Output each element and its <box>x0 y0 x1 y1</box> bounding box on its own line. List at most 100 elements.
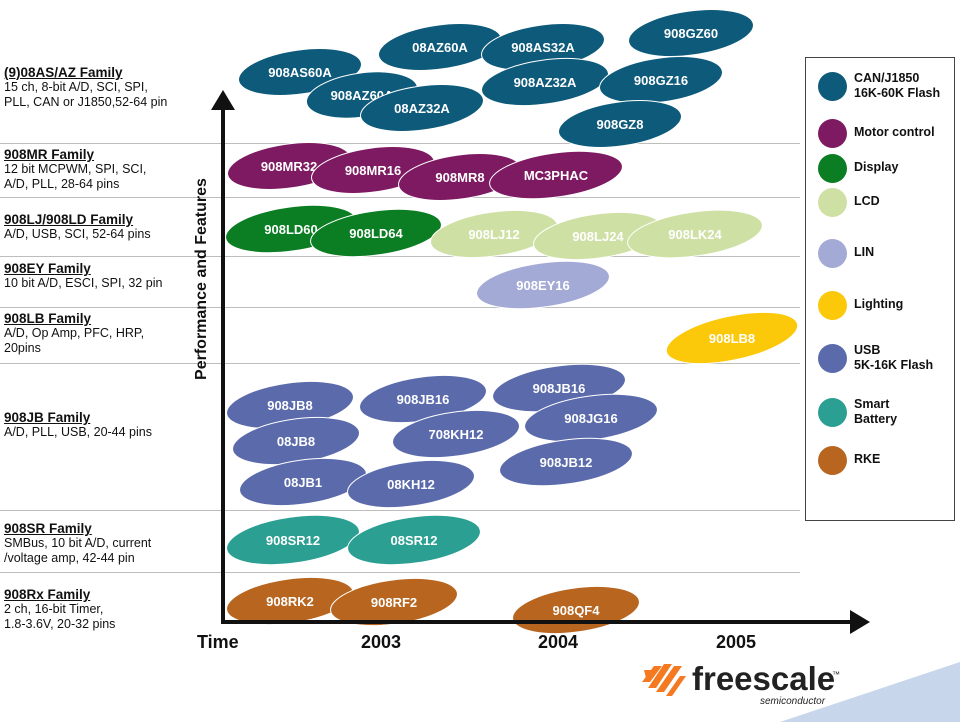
family-description-line: 12 bit MCPWM, SPI, SCI, <box>4 162 147 176</box>
legend-label: Motor control <box>854 125 935 140</box>
family-title: 908EY Family <box>4 261 91 276</box>
device-label: 908LJ12 <box>468 227 519 242</box>
legend-label: USB 5K-16K Flash <box>854 343 933 373</box>
device-908lb8: 908LB8 <box>665 311 799 365</box>
device-908sr12: 908SR12 <box>226 514 360 566</box>
family-description-line: A/D, PLL, 28-64 pins <box>4 177 120 191</box>
row-separator <box>0 197 800 198</box>
device-ellipse <box>489 150 623 200</box>
family-3: 908LJ/908LD Family A/D, USB, SCI, 52-64 p… <box>4 212 214 242</box>
device-mc3phac: MC3PHAC <box>489 150 623 200</box>
family-description-line: /voltage amp, 42-44 pin <box>4 551 135 565</box>
device-label: 908JB8 <box>267 398 313 413</box>
device-label: 08AZ60A <box>412 40 468 55</box>
year-2004: 2004 <box>538 632 579 652</box>
device-label: 908JB12 <box>540 455 593 470</box>
device-908rf2: 908RF2 <box>330 577 458 627</box>
device-08az32a: 08AZ32A <box>360 84 484 132</box>
legend-label: RKE <box>854 452 880 467</box>
family-1: (9)08AS/AZ Family 15 ch, 8-bit A/D, SCI, … <box>4 65 214 110</box>
legend-swatch <box>818 344 847 373</box>
legend-label: LIN <box>854 245 874 260</box>
row-separator <box>0 143 800 144</box>
legend-label-line: 16K-60K Flash <box>854 86 941 100</box>
family-7: 908SR Family SMBus, 10 bit A/D, current/v… <box>4 521 214 566</box>
family-description-line: SMBus, 10 bit A/D, current <box>4 536 152 550</box>
legend-item-battery: Smart Battery <box>806 392 956 432</box>
device-08jb1: 08JB1 <box>239 457 367 507</box>
family-title: 908JB Family <box>4 410 91 425</box>
device-label: MC3PHAC <box>524 168 589 183</box>
device-label: 08SR12 <box>391 533 438 548</box>
device-ellipse <box>628 9 754 57</box>
device-ellipse <box>665 311 799 365</box>
device-ellipse <box>499 437 633 487</box>
year-2003: 2003 <box>361 632 402 652</box>
family-title: 908MR Family <box>4 147 95 162</box>
legend-item-display: Display <box>806 148 956 188</box>
logo-subtitle: semiconductor <box>760 696 826 707</box>
device-ellipse <box>481 57 609 107</box>
device-label: 08KH12 <box>387 477 435 492</box>
device-ellipse <box>599 56 723 104</box>
device-08sr12: 08SR12 <box>347 514 481 566</box>
legend-swatch <box>818 398 847 427</box>
family-description-line: 20pins <box>4 341 41 355</box>
device-label: 08JB1 <box>284 475 322 490</box>
legend-item-motor: Motor control <box>806 113 956 153</box>
legend-swatch <box>818 72 847 101</box>
legend-item-can: CAN/J1850 16K-60K Flash <box>806 66 956 106</box>
legend-label-line: Smart <box>854 397 890 411</box>
device-708kh12: 708KH12 <box>392 409 520 459</box>
device-08kh12: 08KH12 <box>347 459 475 509</box>
y-axis-label: Performance and Features <box>193 178 210 380</box>
device-label: 908AZ32A <box>514 75 577 90</box>
device-label: 08JB8 <box>277 434 315 449</box>
device-label: 908AS60A <box>268 65 332 80</box>
legend: CAN/J1850 16K-60K Flash Motor control Displ… <box>805 57 955 521</box>
corner-decoration <box>780 662 960 722</box>
device-908jg16: 908JG16 <box>524 393 658 443</box>
legend-label-line: LCD <box>854 194 880 208</box>
device-908jb12: 908JB12 <box>499 437 633 487</box>
legend-swatch <box>818 119 847 148</box>
device-08jb8: 08JB8 <box>232 416 360 466</box>
row-separator <box>0 307 800 308</box>
device-ellipse <box>476 260 610 310</box>
legend-label-line: Display <box>854 160 899 174</box>
legend-label: Display <box>854 160 898 175</box>
device-label: 908RF2 <box>371 595 417 610</box>
family-5: 908LB Family A/D, Op Amp, PFC, HRP, 20pins <box>4 311 214 356</box>
freescale-logo: freescale ™ semiconductor <box>640 660 840 710</box>
family-description-line: A/D, Op Amp, PFC, HRP, <box>4 326 145 340</box>
legend-label-line: Battery <box>854 412 898 426</box>
device-label: 908LD60 <box>264 222 317 237</box>
family-8: 908Rx Family 2 ch, 16-bit Timer, 1.8-3.6V,… <box>4 587 214 632</box>
device-label: 908GZ16 <box>634 73 688 88</box>
legend-swatch <box>818 188 847 217</box>
device-ellipse <box>310 208 442 258</box>
family-title: 908LJ/908LD Family <box>4 212 134 227</box>
legend-swatch <box>818 239 847 268</box>
device-label: 908RK2 <box>266 594 314 609</box>
legend-swatch <box>818 154 847 183</box>
device-label: 908LJ24 <box>572 229 624 244</box>
legend-label-line: LIN <box>854 245 875 259</box>
family-title: 908SR Family <box>4 521 92 536</box>
device-ellipse <box>347 459 475 509</box>
freescale-chevron-icon <box>642 664 686 696</box>
family-6: 908JB Family A/D, PLL, USB, 20-44 pins <box>4 410 214 440</box>
family-4: 908EY Family 10 bit A/D, ESCI, SPI, 32 pi… <box>4 261 214 291</box>
legend-label-line: RKE <box>854 452 881 466</box>
device-908mr8: 908MR8 <box>398 153 522 201</box>
device-label: 908LB8 <box>709 331 755 346</box>
row-separator <box>0 510 800 511</box>
family-description-line: A/D, USB, SCI, 52-64 pins <box>4 227 151 241</box>
device-ellipse <box>226 514 360 566</box>
year-2005: 2005 <box>716 632 757 652</box>
device-ellipse <box>558 100 682 148</box>
y-axis-arrow-icon <box>211 90 235 110</box>
device-ellipse <box>239 457 367 507</box>
device-label: 908JB16 <box>397 392 450 407</box>
